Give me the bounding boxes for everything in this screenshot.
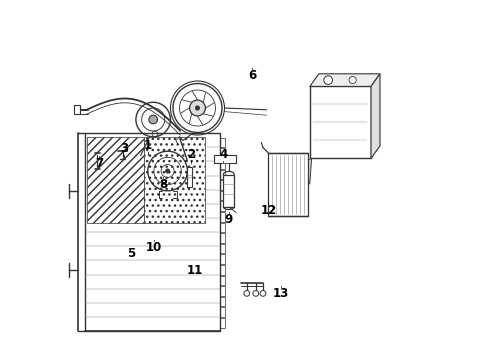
Polygon shape bbox=[310, 74, 380, 86]
Text: 1: 1 bbox=[144, 139, 152, 152]
Polygon shape bbox=[85, 133, 220, 331]
Circle shape bbox=[166, 169, 170, 173]
Circle shape bbox=[349, 77, 356, 84]
Circle shape bbox=[244, 291, 250, 296]
Circle shape bbox=[260, 291, 266, 296]
Circle shape bbox=[190, 100, 205, 116]
Text: 4: 4 bbox=[220, 148, 227, 161]
Text: 7: 7 bbox=[95, 157, 103, 170]
Bar bbox=[187, 167, 192, 187]
Circle shape bbox=[324, 76, 333, 85]
Text: 6: 6 bbox=[248, 69, 256, 82]
Bar bbox=[215, 155, 236, 163]
Circle shape bbox=[196, 106, 199, 110]
Circle shape bbox=[149, 115, 157, 124]
Text: 3: 3 bbox=[121, 142, 128, 155]
Polygon shape bbox=[144, 137, 205, 223]
Bar bbox=[269, 153, 308, 216]
Bar bbox=[223, 175, 234, 207]
Text: 12: 12 bbox=[260, 204, 276, 217]
Text: 9: 9 bbox=[225, 213, 233, 226]
Bar bbox=[74, 105, 80, 114]
Text: 2: 2 bbox=[187, 148, 195, 161]
Ellipse shape bbox=[223, 204, 234, 210]
Text: 13: 13 bbox=[273, 287, 289, 300]
Text: 11: 11 bbox=[187, 264, 203, 277]
Polygon shape bbox=[87, 137, 144, 223]
Polygon shape bbox=[371, 74, 380, 158]
Circle shape bbox=[253, 291, 259, 296]
Text: 8: 8 bbox=[159, 178, 167, 191]
Polygon shape bbox=[295, 158, 312, 191]
Text: 10: 10 bbox=[146, 241, 162, 254]
Polygon shape bbox=[310, 86, 371, 158]
Ellipse shape bbox=[223, 171, 234, 178]
Text: 5: 5 bbox=[127, 247, 136, 260]
